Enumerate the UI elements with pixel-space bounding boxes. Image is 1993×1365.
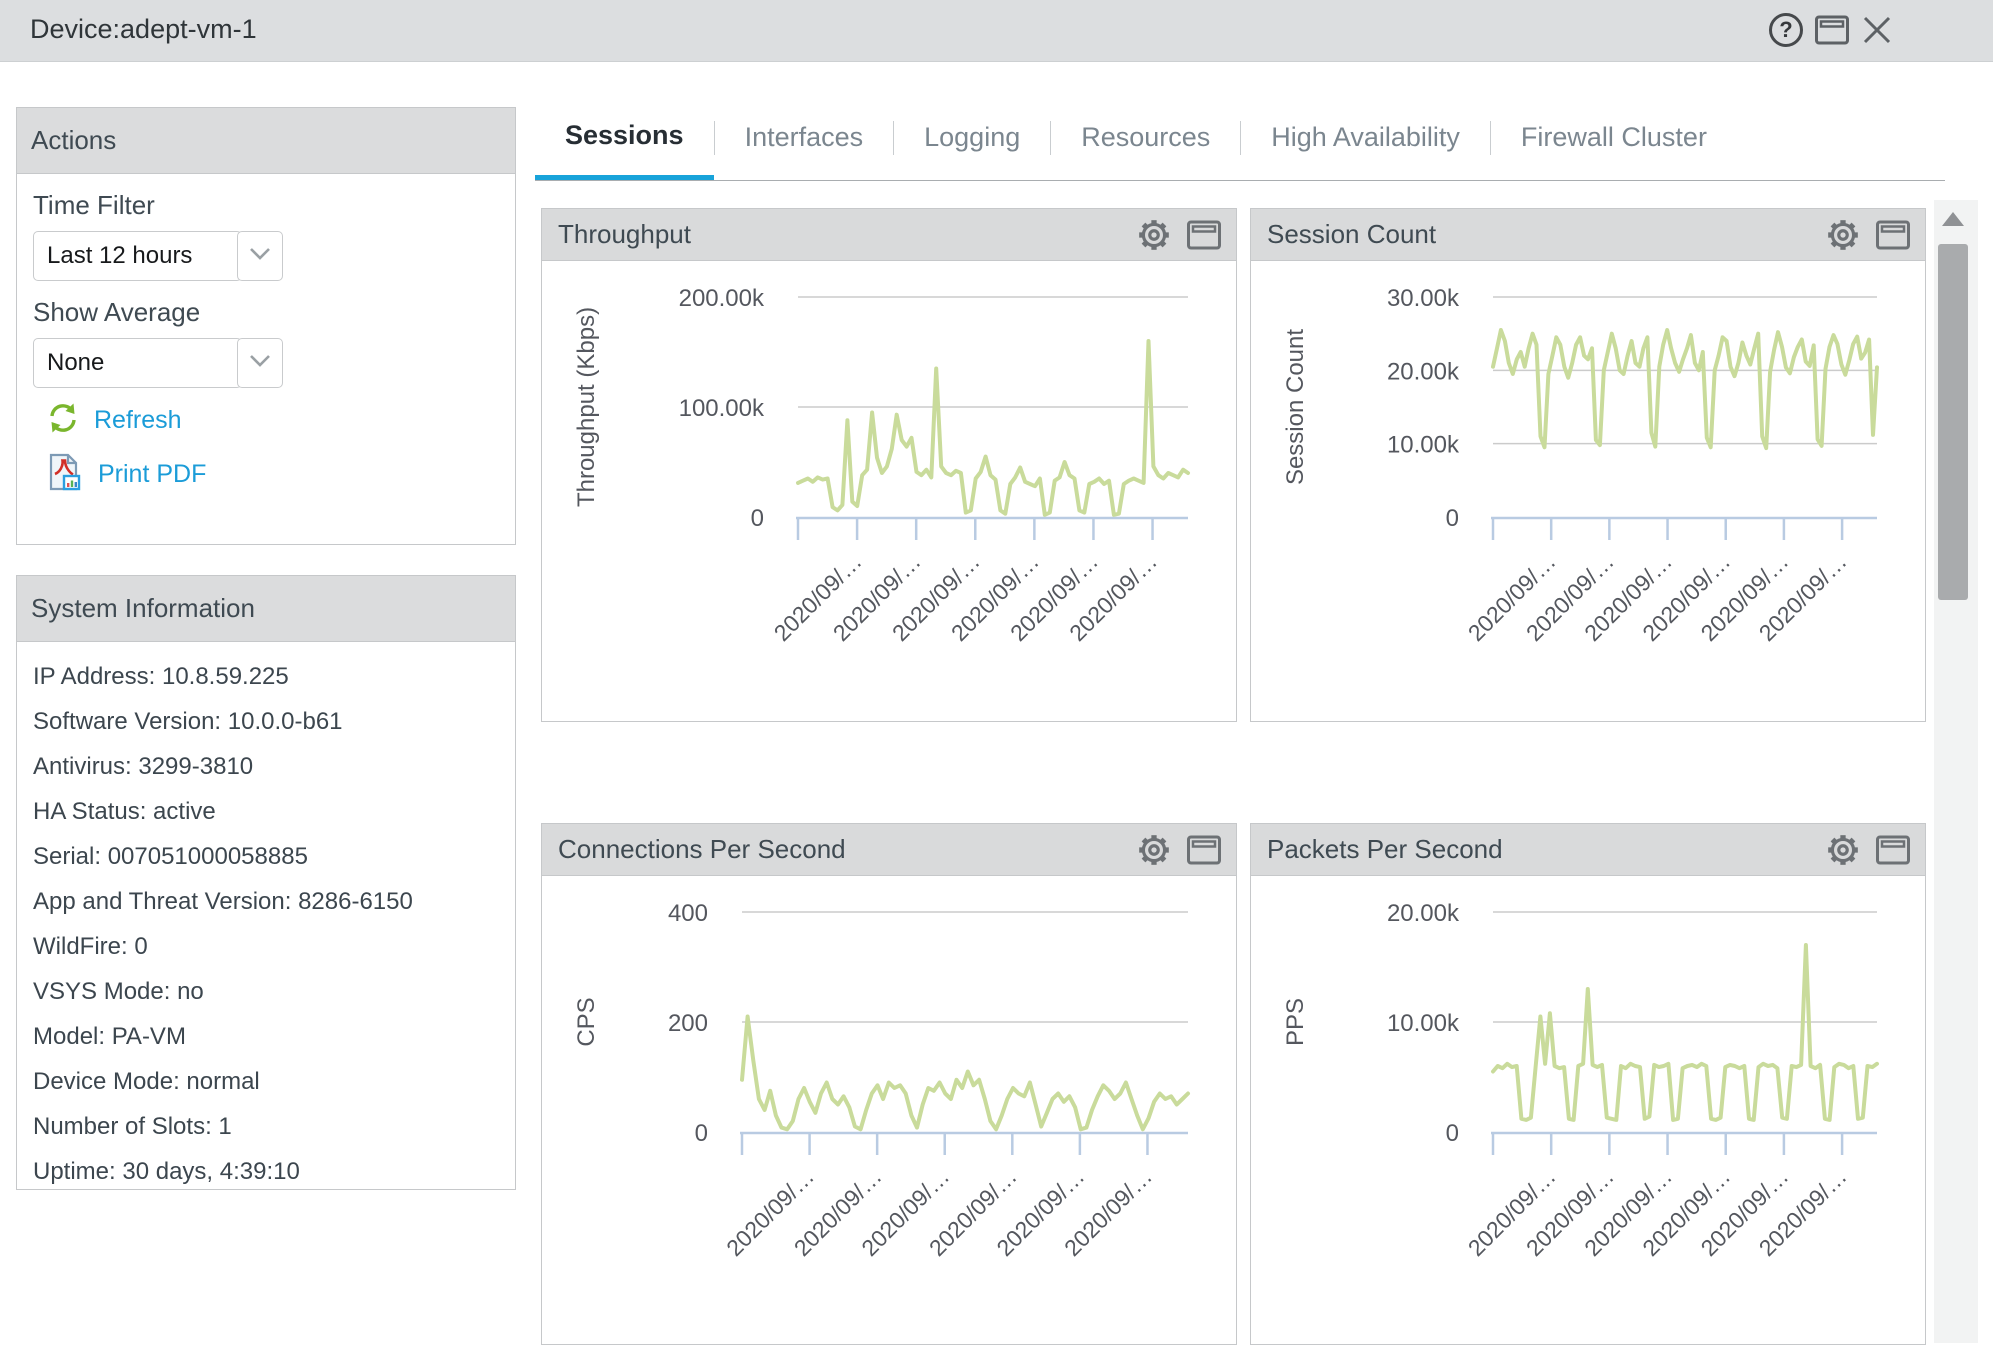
window-restore-icon[interactable] xyxy=(1814,14,1850,46)
window-restore-icon[interactable] xyxy=(1186,219,1222,251)
show-average-value[interactable]: None xyxy=(33,338,242,388)
session-count-panel-title: Session Count xyxy=(1267,219,1437,249)
packets-per-second-panel-title: Packets Per Second xyxy=(1267,834,1503,864)
refresh-icon xyxy=(47,402,79,439)
titlebar-icons: ? xyxy=(1769,13,1893,47)
window-titlebar: Device:adept-vm-1 ? xyxy=(0,0,1993,62)
refresh-button[interactable]: Refresh xyxy=(47,402,515,439)
gear-icon[interactable] xyxy=(1136,217,1172,253)
svg-text:200: 200 xyxy=(668,1010,708,1037)
help-icon[interactable]: ? xyxy=(1769,13,1803,47)
session-count-panel: Session Count 0 10.00k 20.00k 30.00k Session… xyxy=(1250,208,1926,722)
time-filter-value[interactable]: Last 12 hours xyxy=(33,231,242,281)
svg-text:400: 400 xyxy=(668,900,708,927)
tab-sessions[interactable]: Sessions xyxy=(535,95,714,180)
system-information-item: Antivirus: 3299-3810 xyxy=(33,753,254,780)
throughput-panel-title: Throughput xyxy=(558,219,691,249)
gear-icon[interactable] xyxy=(1825,832,1861,868)
svg-text:200.00k: 200.00k xyxy=(679,285,765,312)
time-filter-label: Time Filter xyxy=(33,190,155,220)
scrollbar-thumb[interactable] xyxy=(1938,244,1968,600)
system-information-item: App and Threat Version: 8286-6150 xyxy=(33,888,413,915)
pdf-icon xyxy=(47,453,83,496)
svg-text:PPS: PPS xyxy=(1282,998,1309,1046)
tab-separator xyxy=(1489,120,1491,155)
tab-logging[interactable]: Logging xyxy=(924,122,1021,152)
window-restore-icon[interactable] xyxy=(1186,834,1222,866)
system-information-item: IP Address: 10.8.59.225 xyxy=(33,663,289,690)
tab-separator xyxy=(1050,120,1052,155)
svg-text:10.00k: 10.00k xyxy=(1387,432,1460,459)
throughput-panel: Throughput 0 100.00k 200.00k Throughput (Kb… xyxy=(541,208,1237,722)
connections-per-second-panel-title: Connections Per Second xyxy=(558,834,846,864)
svg-text:0: 0 xyxy=(1446,505,1459,532)
svg-text:100.00k: 100.00k xyxy=(679,395,765,422)
system-information-item: HA Status: active xyxy=(33,798,216,825)
packets-per-second-chart: 010.00k20.00kPPS2020/09/…2020/09/…2020/0… xyxy=(1282,900,1879,1261)
system-information-item: WildFire: 0 xyxy=(33,933,148,960)
time-filter-dropdown-button[interactable] xyxy=(237,231,283,281)
svg-text:Session Count: Session Count xyxy=(1282,329,1309,485)
connections-per-second-chart: 0200400CPS2020/09/…2020/09/…2020/09/…202… xyxy=(573,900,1190,1261)
system-information-item: Software Version: 10.0.0-b61 xyxy=(33,708,343,735)
scroll-up-arrow-icon[interactable] xyxy=(1942,212,1964,226)
system-information-list: IP Address: 10.8.59.225 Software Version:… xyxy=(17,642,515,1194)
window-title: Device:adept-vm-1 xyxy=(30,14,257,44)
system-information-item: Serial: 007051000058885 xyxy=(33,843,308,870)
gear-icon[interactable] xyxy=(1825,217,1861,253)
close-icon[interactable] xyxy=(1861,14,1893,46)
connections-per-second-panel: Connections Per Second 0 200 400 CPS 2020/09… xyxy=(541,823,1237,1345)
system-information-item: VSYS Mode: no xyxy=(33,978,204,1005)
vertical-scrollbar[interactable] xyxy=(1934,200,1978,1343)
tab-separator xyxy=(713,120,715,155)
window-restore-icon[interactable] xyxy=(1875,834,1911,866)
system-information-item: Number of Slots: 1 xyxy=(33,1113,232,1140)
svg-text:Throughput (Kbps): Throughput (Kbps) xyxy=(573,307,600,507)
tab-separator xyxy=(1240,120,1242,155)
svg-text:0: 0 xyxy=(695,1120,708,1147)
svg-text:0: 0 xyxy=(751,505,764,532)
tab-resources[interactable]: Resources xyxy=(1081,122,1211,152)
print-pdf-label[interactable]: Print PDF xyxy=(98,460,207,488)
system-information-item: Model: PA-VM xyxy=(33,1023,186,1050)
svg-text:20.00k: 20.00k xyxy=(1387,358,1460,385)
actions-panel: Actions Time Filter Last 12 hours Show A… xyxy=(16,107,516,545)
tab-high-availability[interactable]: High Availability xyxy=(1271,122,1460,152)
svg-text:30.00k: 30.00k xyxy=(1387,285,1460,312)
svg-text:CPS: CPS xyxy=(573,997,600,1046)
time-filter-select[interactable]: Last 12 hours xyxy=(33,231,283,281)
svg-text:0: 0 xyxy=(1446,1120,1459,1147)
show-average-label: Show Average xyxy=(33,297,201,327)
system-information-title: System Information xyxy=(17,576,515,642)
show-average-dropdown-button[interactable] xyxy=(237,338,283,388)
tab-firewall-cluster[interactable]: Firewall Cluster xyxy=(1520,122,1707,152)
chevron-down-icon xyxy=(249,354,271,373)
actions-panel-title: Actions xyxy=(17,108,515,174)
svg-text:10.00k: 10.00k xyxy=(1387,1010,1460,1037)
chevron-down-icon xyxy=(249,247,271,266)
svg-text:20.00k: 20.00k xyxy=(1387,900,1460,927)
tab-separator xyxy=(893,120,895,155)
gear-icon[interactable] xyxy=(1136,832,1172,868)
tab-interfaces[interactable]: Interfaces xyxy=(744,122,864,152)
tab-bar: Sessions Interfaces Logging Resources High A… xyxy=(535,95,1945,181)
system-information-item: Uptime: 30 days, 4:39:10 xyxy=(33,1158,300,1185)
packets-per-second-panel: Packets Per Second 0 10.00k 20.00k PPS 2020/… xyxy=(1250,823,1926,1345)
system-information-panel: System Information IP Address: 10.8.59.2… xyxy=(16,575,516,1190)
show-average-select[interactable]: None xyxy=(33,338,283,388)
window-restore-icon[interactable] xyxy=(1875,219,1911,251)
print-pdf-button[interactable]: Print PDF xyxy=(47,453,515,496)
refresh-label[interactable]: Refresh xyxy=(94,406,182,434)
system-information-item: Device Mode: normal xyxy=(33,1068,260,1095)
